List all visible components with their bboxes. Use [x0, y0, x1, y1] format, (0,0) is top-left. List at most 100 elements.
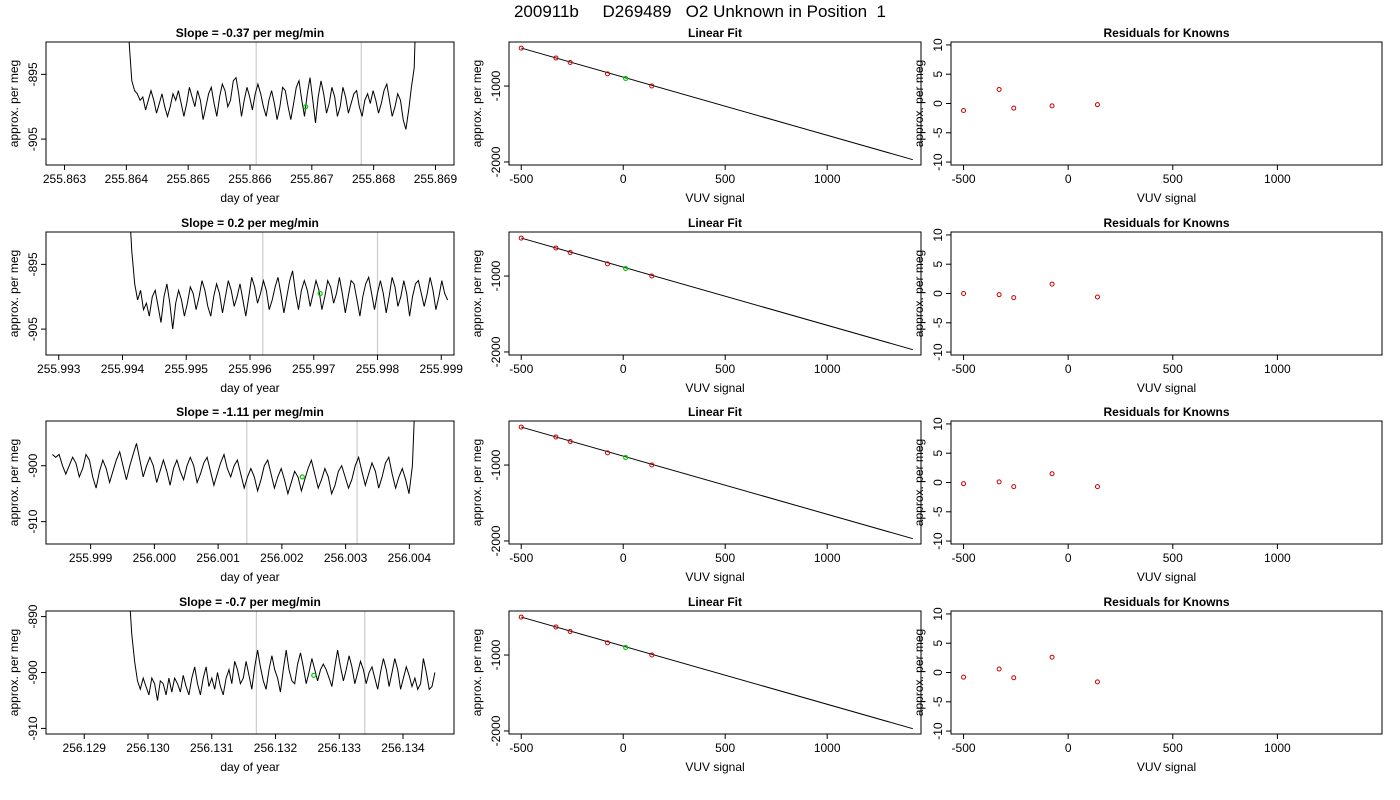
x-tick-label: 0 [620, 172, 627, 186]
residual-point [961, 481, 967, 487]
x-tick-label: 256.003 [324, 551, 368, 565]
residual-point [1011, 675, 1017, 681]
x-axis-label: VUV signal [685, 760, 744, 774]
residual-point [996, 86, 1002, 92]
x-tick-label: 255.995 [165, 362, 209, 376]
x-tick-label: 255.865 [166, 172, 210, 186]
x-tick-label: 255.999 [69, 551, 113, 565]
unknown-point [311, 672, 317, 678]
plot-area [129, 611, 436, 701]
x-axis-label: day of year [220, 760, 279, 774]
plot-frame [950, 420, 1383, 545]
plot-area [518, 45, 913, 161]
y-tick-label: -1000 [489, 260, 503, 291]
y-axis-label: approx. per meg [912, 60, 926, 147]
x-tick-label: 500 [1163, 551, 1183, 565]
x-tick-label: 1000 [814, 172, 841, 186]
x-tick-label: 255.866 [228, 172, 272, 186]
x-tick-label: 0 [1065, 741, 1072, 755]
x-tick-label: 500 [1163, 172, 1183, 186]
x-tick-label: 255.869 [414, 172, 458, 186]
y-axis-label: approx. per meg [7, 439, 21, 526]
y-axis-label: approx. per meg [912, 439, 926, 526]
residual-point [996, 479, 1002, 485]
fit-line [521, 616, 913, 730]
unknown-point [299, 474, 305, 480]
x-axis-label: VUV signal [1137, 570, 1196, 584]
x-tick-label: 500 [715, 551, 735, 565]
plot-frame [45, 610, 455, 735]
x-tick-label: 256.129 [63, 741, 107, 755]
known-point [605, 261, 611, 267]
plot-area [961, 654, 1100, 685]
x-tick-label: 256.001 [196, 551, 240, 565]
unknown-point [623, 265, 629, 272]
x-tick-label: -500 [509, 172, 533, 186]
known-point [605, 450, 611, 456]
residual-point [1049, 103, 1055, 109]
x-tick-label: 1000 [814, 741, 841, 755]
residual-point [1011, 484, 1017, 490]
y-tick-label: -2000 [489, 715, 503, 746]
residual-point [1049, 471, 1055, 477]
y-tick-label: 10 [931, 38, 945, 52]
x-tick-label: 255.867 [290, 172, 334, 186]
plot-frame [508, 231, 922, 356]
plot-title: Slope = -0.37 per meg/min [176, 26, 324, 40]
series-line [129, 611, 436, 701]
x-axis-label: day of year [220, 191, 279, 205]
residual-point [1049, 654, 1055, 660]
y-tick-label: 10 [931, 607, 945, 621]
x-tick-label: 256.004 [388, 551, 432, 565]
y-tick-label: -1000 [489, 70, 503, 101]
unknown-point [317, 290, 323, 297]
y-tick-label: 5 [931, 261, 945, 268]
x-tick-label: 500 [715, 362, 735, 376]
y-tick-label: -1000 [489, 449, 503, 480]
x-axis-label: VUV signal [685, 381, 744, 395]
residual-point [996, 666, 1002, 672]
plot-area [961, 86, 1100, 114]
plot-area [52, 421, 415, 496]
y-tick-label: -1000 [489, 639, 503, 670]
plot-area [518, 235, 913, 351]
plot-title: Residuals for Knowns [1103, 216, 1229, 230]
page-title: 200911b D269489 O2 Unknown in Position 1 [513, 2, 887, 21]
plot-area [128, 42, 416, 130]
y-tick-label: 0 [931, 100, 945, 107]
x-tick-label: 255.868 [352, 172, 396, 186]
y-tick-label: 5 [931, 450, 945, 457]
x-tick-label: -500 [952, 551, 976, 565]
known-point [567, 60, 573, 65]
residual-point [961, 108, 967, 114]
known-point [553, 624, 559, 630]
y-axis-label: approx. per meg [470, 250, 484, 337]
y-tick-label: -10 [931, 153, 945, 171]
series-line [130, 232, 449, 330]
residual-point [1011, 295, 1017, 301]
x-tick-label: 255.998 [356, 362, 400, 376]
x-tick-label: 1000 [1264, 172, 1291, 186]
y-tick-label: -5 [931, 506, 945, 517]
residual-point [1094, 679, 1100, 685]
y-tick-label: -905 [26, 317, 40, 341]
known-point [649, 273, 655, 279]
y-axis-label: approx. per meg [7, 60, 21, 147]
known-point [518, 45, 524, 51]
y-tick-label: -890 [26, 604, 40, 628]
known-point [518, 424, 524, 430]
known-point [553, 55, 559, 61]
y-tick-label: 5 [931, 71, 945, 78]
plot-frame [508, 41, 922, 166]
unknown-point [623, 454, 629, 461]
known-point [649, 652, 655, 658]
known-point [518, 235, 524, 241]
x-axis-label: day of year [220, 570, 279, 584]
y-tick-label: 0 [931, 479, 945, 486]
x-tick-label: 256.134 [381, 741, 425, 755]
known-point [649, 83, 655, 89]
series-line [128, 42, 416, 130]
residual-point [1094, 102, 1100, 108]
plot-title: Linear Fit [688, 26, 742, 40]
